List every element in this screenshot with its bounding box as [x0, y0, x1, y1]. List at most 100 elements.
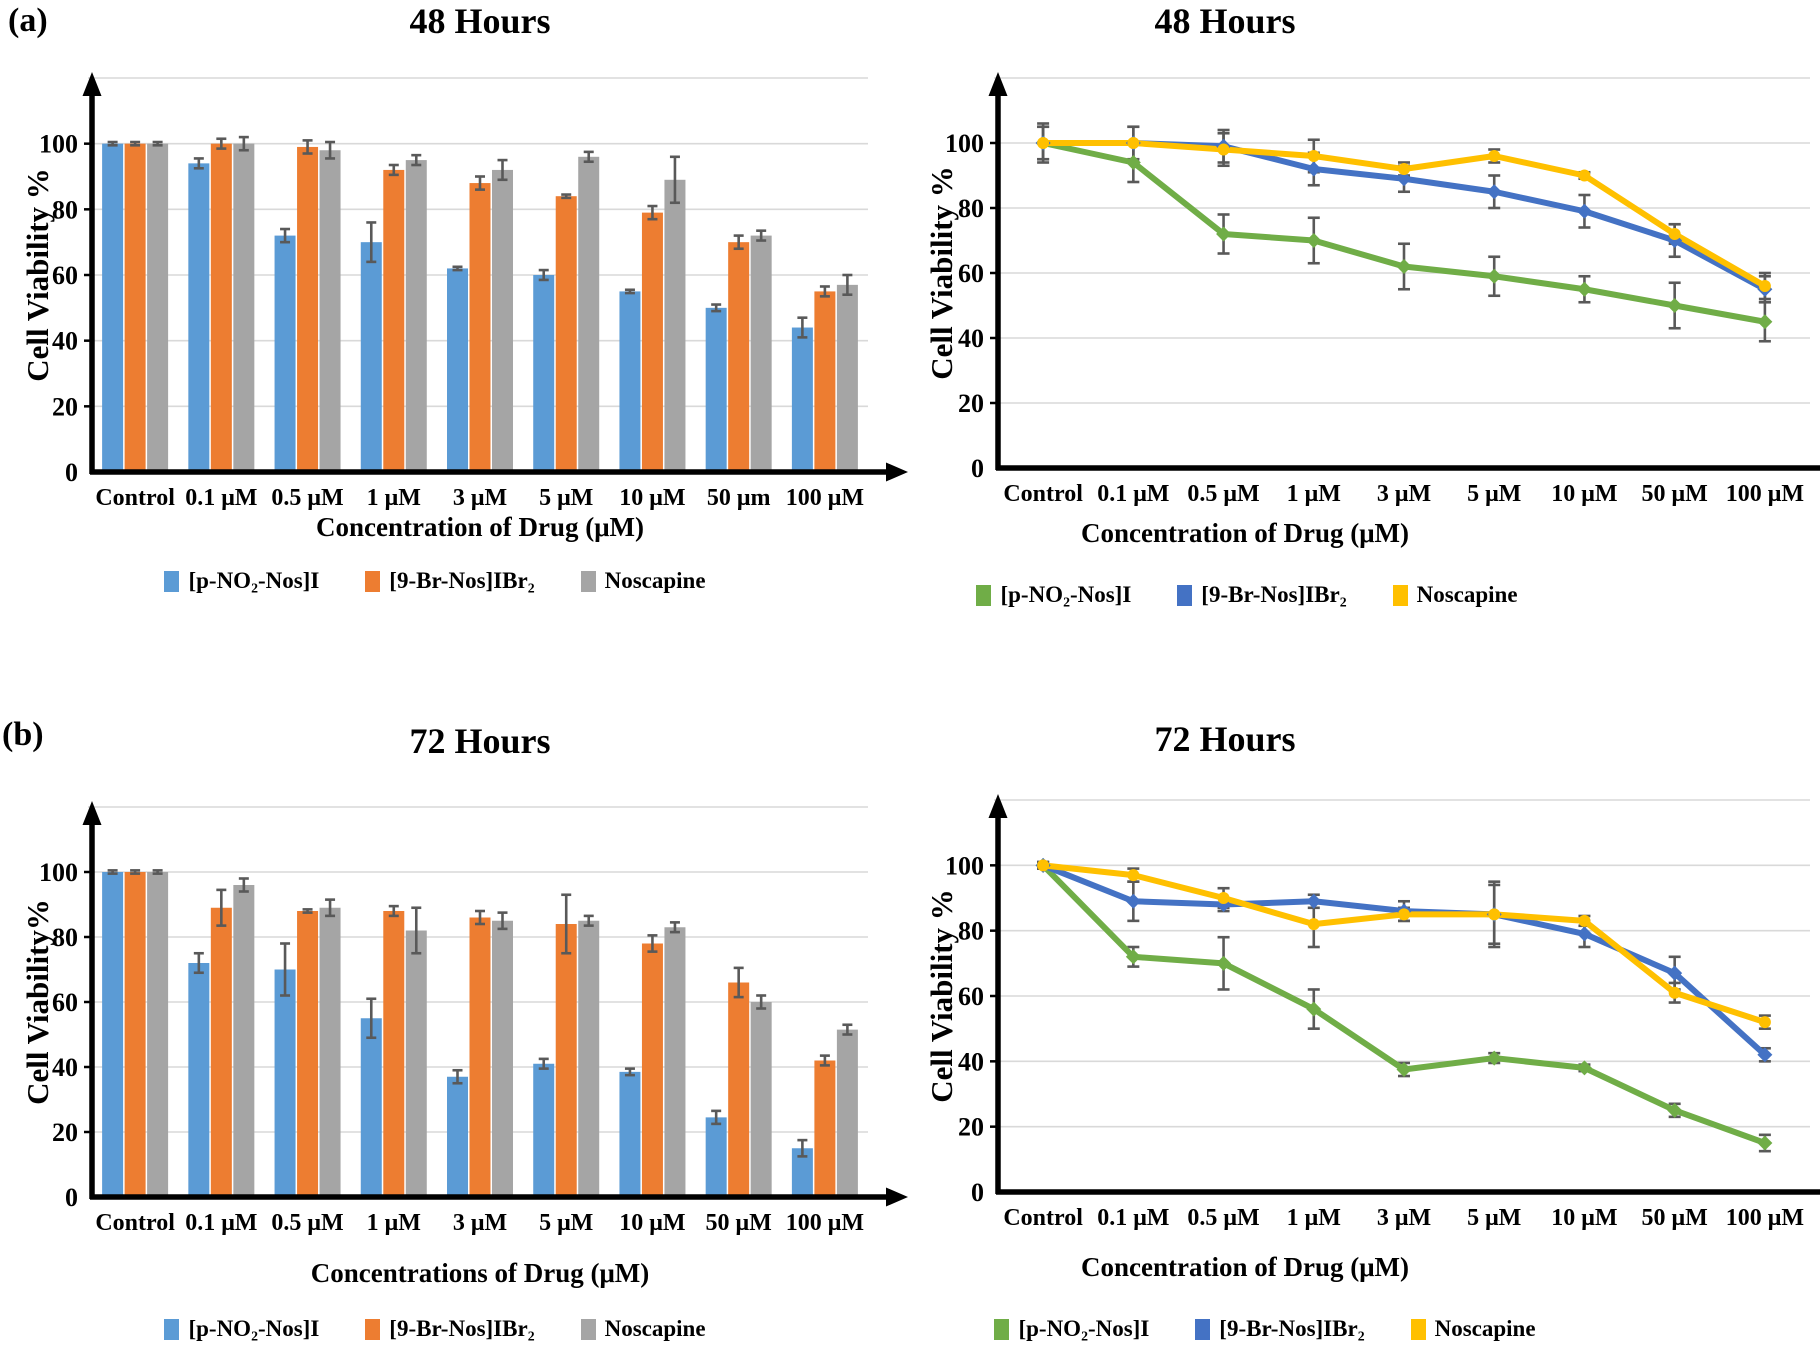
marker [1486, 268, 1502, 284]
error-bars-series-2 [152, 135, 853, 297]
bar [641, 212, 663, 472]
bar [360, 242, 382, 472]
gridlines [994, 77, 1810, 404]
y-axis-arrow [988, 794, 1008, 818]
x-tick-label: 3 μM [453, 1210, 507, 1236]
marker [1757, 1135, 1773, 1151]
line-chart-72h: 72 Hours Cell Viability % 0 20 40 60 80 100 Co… [910, 630, 1820, 1349]
x-tick-label: 1 μM [1287, 1205, 1341, 1231]
x-tick-label: 100 μM [786, 485, 864, 511]
legend-swatch-icon [580, 570, 596, 592]
marker [1216, 955, 1232, 971]
x-tick-labels: Control 0.1 μM 0.5 μM 1 μM 3 μM 5 μM 10 μM 50 μ… [1003, 1205, 1804, 1231]
x-tick-label: 3 μM [1377, 1205, 1431, 1231]
marker [1576, 203, 1592, 219]
bar [233, 143, 255, 472]
marker [1396, 171, 1412, 187]
legend-swatch-icon [580, 1318, 596, 1340]
bar [469, 183, 491, 473]
panel-label-b: (b) [2, 716, 44, 753]
x-tick-label: 5 μM [1467, 481, 1521, 507]
y-tick-label: 20 [52, 392, 78, 421]
bars-series-2 [147, 143, 858, 473]
bar [210, 143, 232, 472]
markers-series-0 [1035, 857, 1773, 1151]
x-tick-label: Control [95, 485, 175, 511]
marker [1668, 986, 1681, 999]
bar [791, 327, 813, 472]
marker [1486, 184, 1502, 200]
marker [1396, 1062, 1412, 1077]
bar [102, 872, 124, 1197]
marker [1306, 233, 1322, 248]
bar [383, 169, 405, 472]
legend-label: [p-NO₂-Nos]I [1018, 1316, 1150, 1341]
marker [1307, 150, 1320, 162]
bar [555, 196, 577, 472]
data-line-series-2 [1040, 862, 1768, 1026]
marker [1758, 1016, 1771, 1029]
marker [1667, 965, 1683, 981]
axes [988, 72, 1820, 471]
bar [102, 143, 124, 472]
x-tick-label: 50 μm [707, 485, 771, 511]
bar [469, 917, 491, 1197]
gridlines [994, 799, 1810, 1128]
axes [988, 794, 1820, 1195]
chart-canvas: 0 20 40 60 80 100 Control 0.1 μM 0.5 μM 1 μM 3 μM 5… [39, 801, 908, 1236]
x-tick-label: 50 μM [706, 1210, 772, 1236]
bar [124, 143, 146, 472]
bar [147, 872, 169, 1197]
bar [274, 235, 296, 472]
marker [1758, 280, 1771, 292]
x-tick-label: 100 μM [1726, 481, 1804, 507]
y-tick-label: 20 [958, 389, 984, 418]
x-tick-labels: Control 0.1 μM 0.5 μM 1 μM 3 μM 5 μM 10 μM 50 μ… [1003, 481, 1804, 507]
y-axis-arrow [988, 72, 1008, 96]
x-tick-label: 100 μM [1726, 1205, 1804, 1231]
bar [405, 160, 427, 473]
marker [1667, 298, 1683, 313]
legend-item: [9-Br-Nos]IBr₂ [365, 568, 535, 594]
legend-item: [9-Br-Nos]IBr₂ [365, 1316, 535, 1342]
y-tick-label: 60 [52, 261, 78, 290]
marker [1488, 908, 1501, 921]
error-bars-series-1 [1037, 860, 1771, 1063]
bar [492, 169, 513, 472]
y-tick-label: 80 [52, 195, 78, 224]
bar [297, 911, 319, 1197]
bar [147, 143, 169, 472]
bar [188, 163, 210, 472]
x-tick-label: 1 μM [367, 1210, 421, 1236]
legend-item: [p-NO₂-Nos]I [994, 1316, 1149, 1342]
marker [1668, 228, 1681, 240]
marker [1125, 949, 1141, 965]
chart-title: 48 Hours [409, 1, 551, 41]
legend-label: [9-Br-Nos]IBr₂ [1219, 1316, 1365, 1341]
markers-series-2 [1037, 137, 1771, 292]
x-tick-label: 10 μM [619, 485, 685, 511]
legend-label: [9-Br-Nos]IBr₂ [389, 568, 535, 593]
x-axis-arrow [886, 462, 908, 482]
y-axis-arrow [82, 801, 102, 825]
x-tick-label: Control [1003, 1205, 1083, 1231]
legend-swatch-icon [164, 570, 180, 592]
y-tick-label: 40 [958, 324, 984, 353]
bar [297, 146, 319, 472]
x-tick-label: 50 μM [1642, 481, 1708, 507]
marker [1576, 926, 1592, 942]
bar [210, 907, 232, 1197]
y-tick-label: 40 [958, 1047, 984, 1076]
chart-title: 72 Hours [409, 721, 551, 761]
bar [319, 907, 341, 1197]
marker [1667, 1102, 1683, 1118]
error-bars-series-0 [107, 869, 808, 1158]
panel-label-a: (a) [8, 2, 48, 39]
error-bars-series-2 [1037, 860, 1771, 1030]
y-tick-label: 60 [52, 988, 78, 1017]
y-tick-label: 40 [52, 327, 78, 356]
line-chart-48h: 48 Hours Cell Viability % 0 20 40 60 80 100 Co… [910, 0, 1820, 630]
y-axis-arrow [82, 72, 102, 96]
marker [1576, 1060, 1592, 1076]
